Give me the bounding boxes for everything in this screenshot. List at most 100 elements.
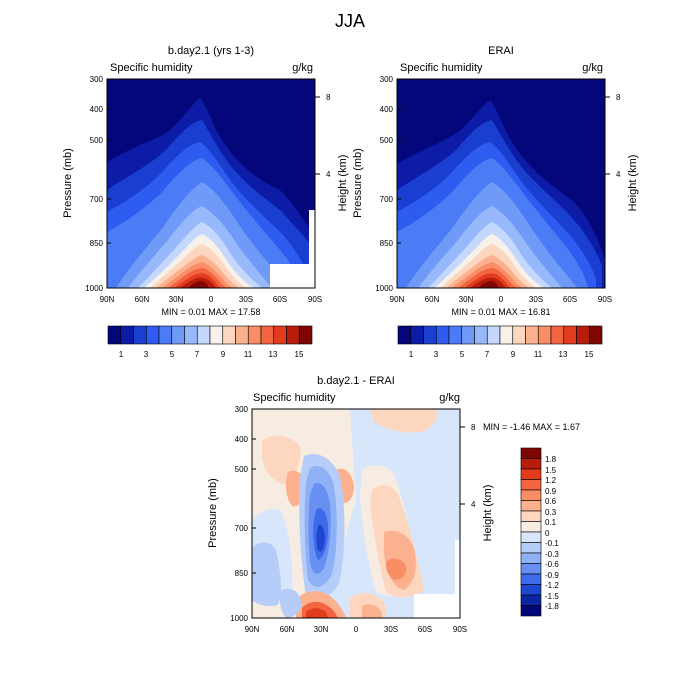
y-tick-right-label: 8	[326, 93, 331, 102]
y-tick-label: 1000	[230, 614, 248, 623]
colorbar-labels: 1.8 1.5 1.2 0.9 0.6 0.3 0.1 0 -0.1 -0.3 …	[545, 455, 559, 611]
y-axis-left: 300 400 500 700 850 1000	[230, 405, 256, 623]
colorbar-box	[474, 325, 488, 345]
colorbar-label: -1.2	[545, 581, 559, 590]
colorbar-box	[520, 584, 542, 596]
panel-title: b.day2.1 - ERAI	[317, 375, 395, 387]
colorbar-box	[260, 325, 275, 345]
y-axis-title: Pressure (mb)	[207, 478, 219, 548]
colorbar-label: 13	[559, 350, 568, 359]
x-tick-label: 30S	[529, 295, 543, 304]
panel-model: b.day2.1 (yrs 1-3) Specific humidity g/k…	[62, 45, 349, 359]
colorbar-box	[423, 325, 437, 345]
missing-data-mask	[455, 540, 460, 618]
subtitle-left: Specific humidity	[110, 62, 193, 74]
colorbar-boxes	[397, 325, 603, 345]
y-tick-label: 300	[380, 75, 394, 84]
y-tick-label: 500	[235, 465, 249, 474]
colorbar-box	[576, 325, 590, 345]
colorbar-box	[196, 325, 211, 345]
x-tick-label: 30S	[384, 625, 398, 634]
subtitle-right: g/kg	[582, 62, 603, 74]
panel-title: ERAI	[488, 45, 514, 57]
x-tick-label: 90N	[100, 295, 115, 304]
y-axis-left: 300 400 500 700 850 1000	[85, 75, 111, 293]
colorbar-box	[145, 325, 160, 345]
missing-data-mask	[270, 264, 315, 288]
colorbar-label: 1	[409, 350, 414, 359]
colorbar-label: 5	[460, 350, 465, 359]
y-tick-label: 700	[380, 195, 394, 204]
colorbar-box	[499, 325, 514, 345]
y-tick-label: 300	[90, 75, 104, 84]
colorbar-box	[520, 521, 542, 533]
x-tick-label: 90S	[453, 625, 467, 634]
x-tick-label: 90S	[598, 295, 612, 304]
colorbar-label: 3	[144, 350, 149, 359]
x-tick-label: 60N	[425, 295, 440, 304]
field-band	[252, 542, 282, 607]
x-tick-label: 60N	[280, 625, 295, 634]
x-tick-label: 30N	[314, 625, 329, 634]
colorbar-label: 0.9	[545, 487, 557, 496]
y-axis-right-title: Height (km)	[482, 485, 494, 542]
field-band	[370, 409, 437, 433]
colorbar-label: 3	[434, 350, 439, 359]
colorbar-label: 9	[511, 350, 516, 359]
colorbar-box	[520, 531, 542, 543]
y-tick-label: 850	[90, 239, 104, 248]
y-axis-right: 8 4	[460, 423, 476, 509]
y-tick-right-label: 8	[471, 423, 476, 432]
colorbar-box	[512, 325, 526, 345]
y-tick-label: 1000	[85, 284, 103, 293]
x-tick-label: 90N	[390, 295, 405, 304]
colorbar-box	[520, 510, 542, 522]
colorbar: 1 3 5 7 9 11 13 15	[397, 325, 603, 359]
y-axis-left: 300 400 500 700 850 1000	[375, 75, 401, 293]
y-tick-right-label: 4	[471, 500, 476, 509]
colorbar-label: 1.2	[545, 476, 557, 485]
colorbar-label: -0.1	[545, 539, 559, 548]
colorbar: 1 3 5 7 9 11 13 15	[107, 325, 313, 359]
min-max-label: MIN = -1.46 MAX = 1.67	[483, 422, 580, 432]
colorbar-box	[298, 325, 313, 345]
subtitle-left: Specific humidity	[400, 62, 483, 74]
subtitle-right: g/kg	[439, 392, 460, 404]
y-tick-label: 1000	[375, 284, 393, 293]
colorbar-label: 11	[244, 350, 253, 359]
field-band	[188, 281, 209, 288]
colorbar-box	[520, 552, 542, 564]
y-tick-label: 850	[235, 569, 249, 578]
y-tick-right-label: 4	[616, 170, 621, 179]
y-axis-right-title: Height (km)	[627, 155, 639, 212]
colorbar-box	[520, 468, 542, 480]
colorbar-box	[520, 542, 542, 554]
missing-data-mask	[414, 594, 460, 618]
colorbar-box	[107, 325, 122, 345]
colorbar-box	[448, 325, 463, 345]
plot-frame	[251, 408, 461, 619]
field-band	[316, 524, 325, 552]
y-tick-right-label: 4	[326, 170, 331, 179]
subtitle-left: Specific humidity	[253, 392, 336, 404]
colorbar-box	[520, 563, 542, 575]
colorbar-label: 11	[534, 350, 543, 359]
colorbar-box	[184, 325, 198, 345]
colorbar-box	[133, 325, 147, 345]
colorbar-box	[158, 325, 173, 345]
x-tick-label: 0	[354, 625, 359, 634]
colorbar-boxes	[107, 325, 313, 345]
colorbar-label: 15	[295, 350, 304, 359]
y-axis-right: 8 4	[605, 93, 621, 179]
y-axis-right: 8 4	[315, 93, 331, 179]
x-tick-label: 0	[499, 295, 504, 304]
colorbar-box	[410, 325, 424, 345]
y-tick-label: 700	[235, 524, 249, 533]
colorbar-box	[550, 325, 565, 345]
colorbar-label: 0	[545, 529, 550, 538]
colorbar-label: 9	[221, 350, 226, 359]
y-tick-label: 400	[90, 105, 104, 114]
min-max-label: MIN = 0.01 MAX = 17.58	[161, 307, 260, 317]
colorbar-box	[525, 325, 539, 345]
colorbar-label: 7	[195, 350, 200, 359]
